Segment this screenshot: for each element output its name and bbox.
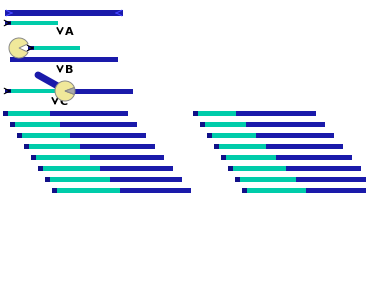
Bar [43, 166, 100, 171]
Bar [5, 10, 123, 16]
Bar [80, 143, 155, 148]
Bar [28, 46, 80, 50]
Bar [286, 166, 361, 171]
Bar [5, 21, 11, 25]
Bar [3, 111, 8, 116]
Bar [198, 111, 236, 116]
Bar [29, 143, 80, 148]
Bar [256, 132, 334, 138]
Bar [242, 187, 247, 193]
Bar [235, 177, 240, 182]
Bar [10, 122, 15, 127]
Bar [5, 89, 11, 93]
Bar [60, 122, 137, 127]
Bar [50, 177, 110, 182]
Bar [110, 177, 182, 182]
Wedge shape [65, 88, 75, 94]
Bar [31, 155, 36, 159]
Bar [10, 56, 118, 61]
Bar [45, 177, 50, 182]
Bar [17, 132, 22, 138]
Bar [240, 177, 296, 182]
Bar [306, 187, 366, 193]
Bar [24, 143, 29, 148]
Bar [100, 166, 173, 171]
Bar [200, 122, 205, 127]
Bar [233, 166, 286, 171]
Bar [205, 122, 246, 127]
Bar [228, 166, 233, 171]
Text: B: B [65, 65, 73, 75]
Bar [5, 89, 57, 93]
Bar [236, 111, 316, 116]
Wedge shape [55, 81, 74, 101]
Bar [296, 177, 366, 182]
Bar [214, 143, 219, 148]
Bar [52, 187, 57, 193]
Bar [276, 155, 352, 159]
Bar [15, 122, 60, 127]
Bar [36, 155, 90, 159]
Bar [246, 122, 325, 127]
Bar [219, 143, 266, 148]
Bar [50, 111, 128, 116]
Bar [8, 111, 50, 116]
Wedge shape [9, 38, 28, 58]
Bar [247, 187, 306, 193]
Bar [70, 132, 146, 138]
Bar [212, 132, 256, 138]
Bar [22, 132, 70, 138]
Bar [5, 21, 58, 25]
Bar [38, 166, 43, 171]
Bar [28, 46, 34, 50]
Bar [65, 88, 133, 93]
Bar [207, 132, 212, 138]
Bar [57, 187, 120, 193]
Bar [266, 143, 343, 148]
Bar [226, 155, 276, 159]
Bar [120, 187, 191, 193]
Bar [193, 111, 198, 116]
Text: A: A [65, 27, 74, 37]
Bar [90, 155, 164, 159]
Text: C: C [60, 97, 68, 107]
Bar [221, 155, 226, 159]
